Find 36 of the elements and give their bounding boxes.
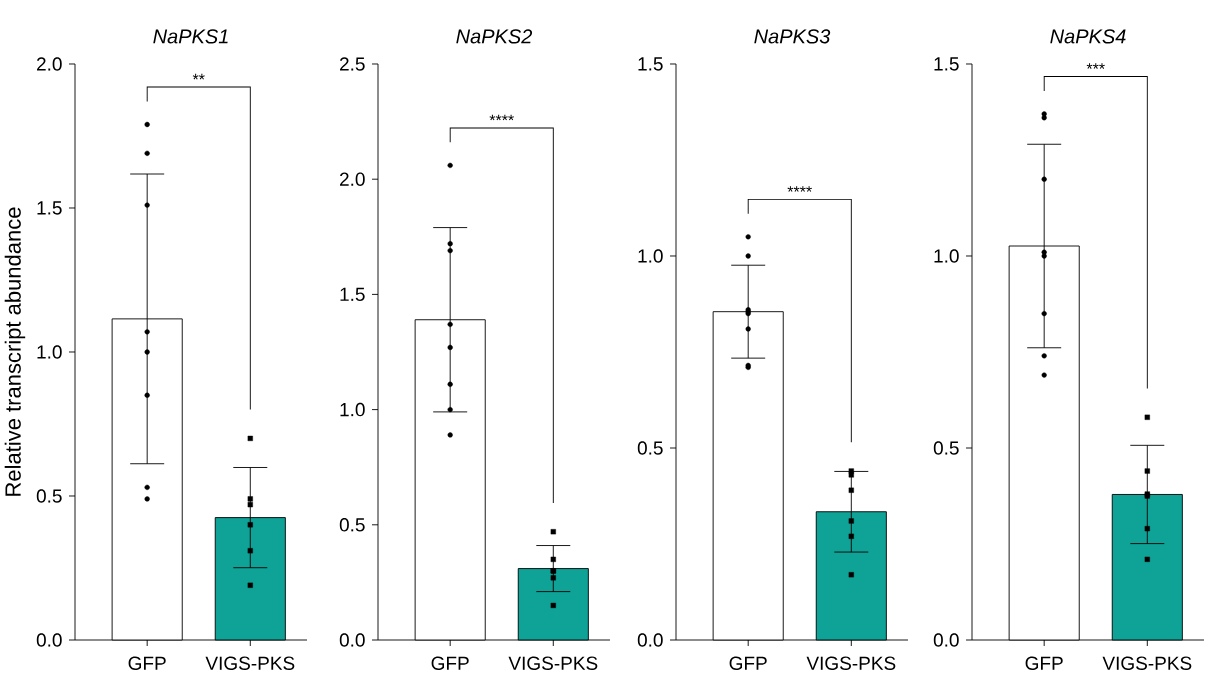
- annotation: ****: [489, 114, 514, 121]
- annotation: ***: [1086, 63, 1105, 69]
- x-tick-label: GFP: [1025, 656, 1063, 670]
- y-tick-label: 0.0: [36, 633, 62, 647]
- y-tick-label: 0.5: [36, 489, 62, 503]
- y-tick-label: 1.5: [638, 57, 663, 71]
- y-tick-label: 1.5: [934, 57, 959, 71]
- x-tick-label: VIGS-PKS: [806, 656, 896, 670]
- y-tick-label: 1.0: [934, 249, 959, 263]
- y-tick-label: 0.0: [637, 633, 663, 647]
- x-tick-label: GFP: [431, 656, 469, 670]
- annotation: **: [192, 73, 205, 80]
- y-tick-label: 0.0: [933, 633, 959, 647]
- y-tick-label: 2.0: [37, 57, 62, 71]
- y-tick-label: 0.5: [933, 441, 959, 455]
- x-tick-label: VIGS-PKS: [1102, 656, 1192, 670]
- y-tick-label: 2.0: [340, 172, 365, 186]
- x-tick-label: VIGS-PKS: [205, 656, 295, 670]
- y-tick-label: 2.5: [340, 57, 365, 71]
- y-tick-label: 1.0: [37, 345, 62, 359]
- chart-title: NaPKS2: [456, 29, 533, 44]
- y-tick-label: 1.0: [638, 249, 663, 263]
- y-tick-label: 0.0: [339, 633, 365, 647]
- y-tick-label: 0.5: [637, 441, 663, 455]
- y-tick-label: 0.5: [339, 518, 365, 532]
- chart-title: NaPKS1: [153, 29, 228, 44]
- y-tick-label: 1.5: [340, 287, 365, 302]
- x-tick-label: GFP: [128, 656, 166, 670]
- annotation: ****: [787, 186, 812, 192]
- y-tick-label: 1.5: [37, 201, 62, 215]
- x-tick-label: GFP: [729, 656, 767, 670]
- chart-title: NaPKS4: [1050, 29, 1126, 44]
- y-axis-title: Relative transcript abundance: [4, 207, 26, 496]
- x-tick-label: VIGS-PKS: [508, 656, 598, 670]
- y-tick-label: 1.0: [340, 402, 365, 417]
- chart-title: NaPKS3: [754, 29, 831, 44]
